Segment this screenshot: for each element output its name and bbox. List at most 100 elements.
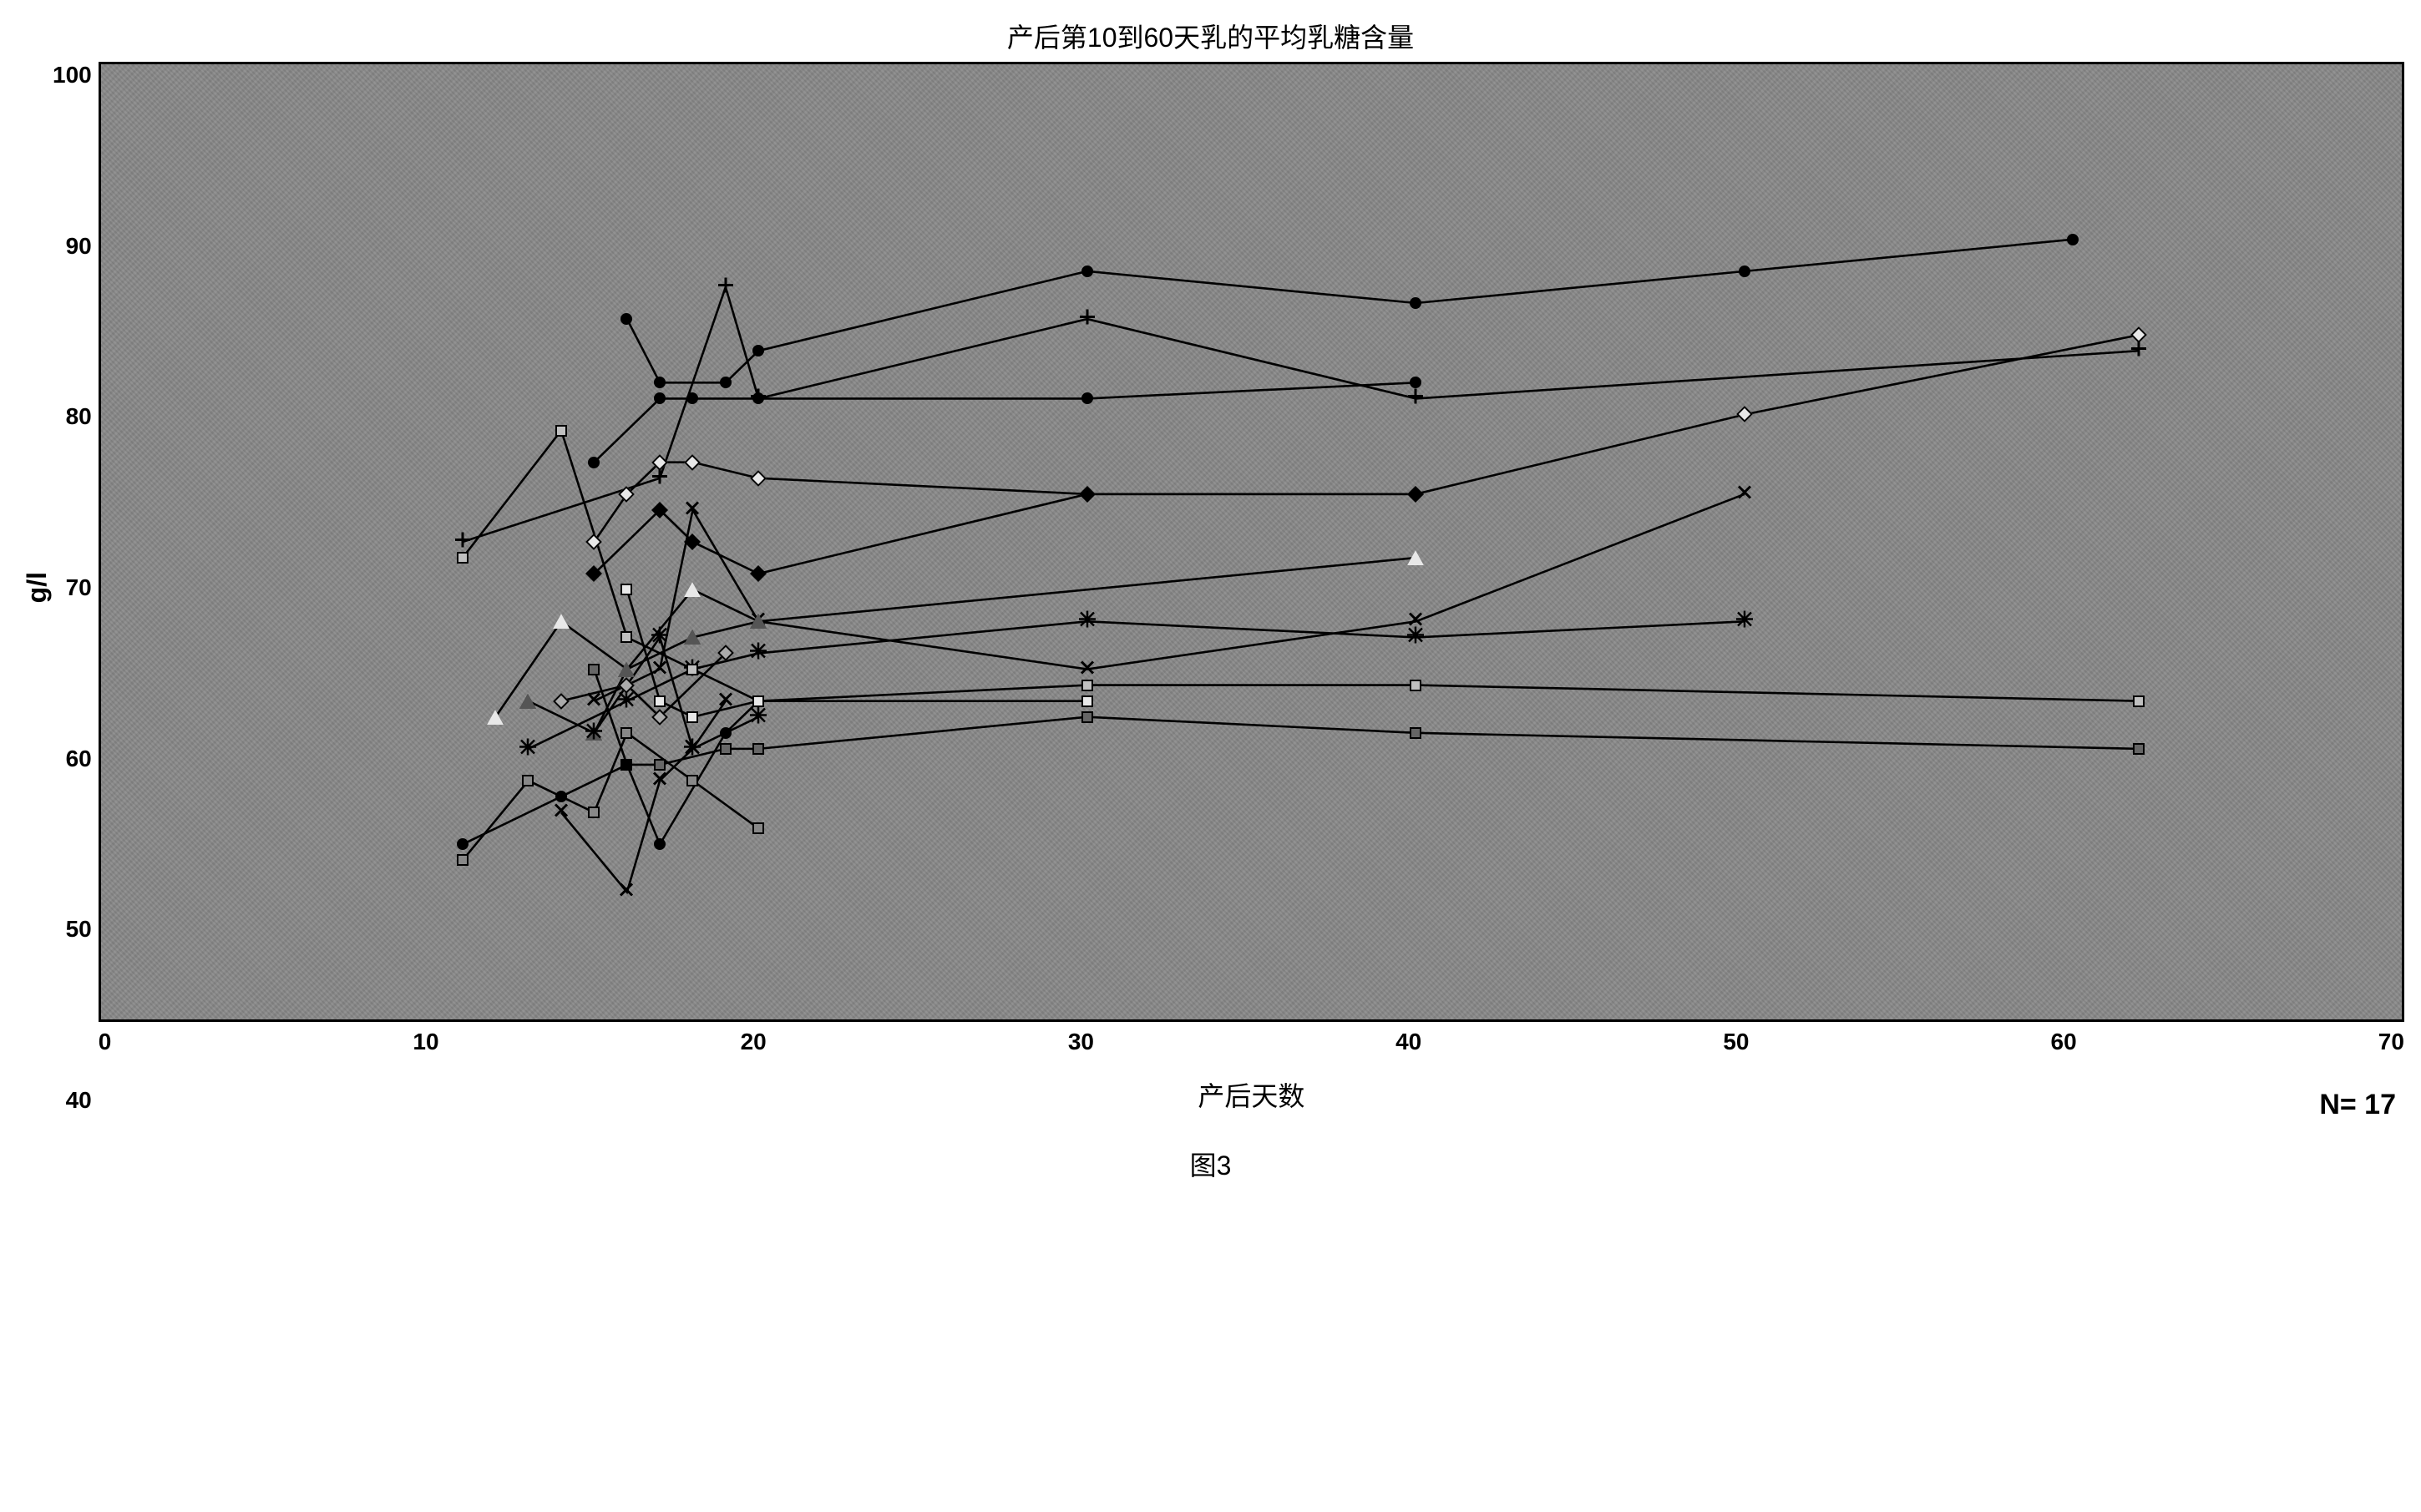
chart-body: g/l 100908070605040 010203040506070 产后天数 <box>17 62 2404 1114</box>
series-marker <box>555 791 567 802</box>
series-marker <box>1080 310 1095 329</box>
series-marker <box>618 690 635 711</box>
series-marker <box>1081 711 1093 723</box>
series-marker <box>752 695 764 707</box>
series-marker <box>1410 297 1421 309</box>
x-tick-label: 70 <box>2378 1029 2404 1055</box>
series-marker <box>620 759 632 771</box>
x-tick-label: 30 <box>1068 1029 1094 1055</box>
series-line <box>463 287 2139 542</box>
series-marker <box>752 345 764 357</box>
series-marker <box>750 614 767 629</box>
series-marker <box>1739 265 1750 277</box>
x-tick-label: 0 <box>99 1029 112 1055</box>
series-marker <box>457 838 468 850</box>
figure-label: 图3 <box>17 1145 2404 1183</box>
x-axis-ticks: 010203040506070 <box>99 1022 2404 1055</box>
series-marker <box>620 631 632 643</box>
y-tick-mark <box>99 1019 101 1022</box>
series-marker <box>1736 611 1753 632</box>
series-marker <box>718 277 733 296</box>
series-marker <box>654 695 666 707</box>
series-marker <box>752 743 764 755</box>
series-marker <box>1081 680 1093 691</box>
chart-container: 产后第10到60天乳的平均乳糖含量 g/l 100908070605040 01… <box>17 17 2404 1183</box>
x-tick-mark <box>2073 1019 2075 1022</box>
series-marker <box>1079 611 1096 632</box>
series-marker <box>618 662 635 677</box>
x-tick-label: 60 <box>2051 1029 2077 1055</box>
x-tick-mark <box>429 1019 432 1022</box>
series-marker <box>620 727 632 739</box>
series-marker <box>519 694 536 709</box>
series-marker <box>553 614 570 629</box>
plot-column: 010203040506070 产后天数 <box>99 62 2404 1114</box>
y-tick-label: 50 <box>66 916 92 943</box>
series-marker <box>2131 341 2146 361</box>
series-marker <box>752 568 764 579</box>
series-marker <box>1081 392 1093 404</box>
series-marker <box>684 630 701 645</box>
series-marker <box>686 392 698 404</box>
series-marker <box>2133 695 2145 707</box>
x-tick-mark <box>1087 1019 1090 1022</box>
series-marker <box>654 504 666 516</box>
series-marker <box>686 775 698 786</box>
series-marker <box>685 500 700 519</box>
y-tick-mark <box>99 382 101 385</box>
x-tick-mark <box>2402 1019 2404 1022</box>
series-marker <box>1081 265 1093 277</box>
series-marker <box>588 536 600 548</box>
series-marker <box>752 473 764 484</box>
series-marker <box>487 710 504 725</box>
series-marker <box>1410 727 1421 739</box>
series-marker <box>555 695 567 707</box>
series-line <box>594 494 1416 574</box>
y-tick-mark <box>99 860 101 862</box>
series-marker <box>686 664 698 675</box>
x-tick-label: 50 <box>1723 1029 1749 1055</box>
x-tick-mark <box>758 1019 761 1022</box>
series-marker <box>1737 484 1752 503</box>
series-marker <box>651 627 668 648</box>
series-marker <box>752 822 764 834</box>
series-marker <box>1081 695 1093 707</box>
x-axis-label: 产后天数 <box>99 1075 2404 1114</box>
y-tick-mark <box>99 542 101 544</box>
series-marker <box>751 389 766 408</box>
series-line <box>594 494 1745 701</box>
series-marker <box>1408 389 1423 408</box>
series-marker <box>720 727 732 739</box>
series-marker <box>519 738 536 759</box>
y-tick-mark <box>99 701 101 704</box>
series-line <box>626 589 1086 717</box>
series-line <box>594 670 2139 765</box>
series-marker <box>457 854 468 866</box>
series-marker <box>620 680 632 691</box>
series-marker <box>455 533 470 552</box>
series-marker <box>654 711 666 723</box>
series-marker <box>588 664 600 675</box>
series-marker <box>718 691 733 710</box>
y-tick-label: 60 <box>66 746 92 772</box>
series-marker <box>2133 743 2145 755</box>
series-marker <box>1410 488 1421 500</box>
series-marker <box>654 838 666 850</box>
series-marker <box>686 711 698 723</box>
x-tick-mark <box>101 1019 104 1022</box>
y-tick-mark <box>99 224 101 226</box>
series-marker <box>684 738 701 759</box>
series-marker <box>522 775 534 786</box>
series-marker <box>686 536 698 548</box>
series-marker <box>620 313 632 325</box>
series-line <box>626 240 2073 383</box>
y-tick-label: 90 <box>66 233 92 260</box>
series-marker <box>1739 408 1750 420</box>
x-tick-mark <box>1416 1019 1418 1022</box>
series-marker <box>652 771 667 791</box>
series-marker <box>1080 660 1095 679</box>
series-marker <box>654 377 666 388</box>
y-tick-mark <box>99 64 101 67</box>
series-marker <box>555 425 567 437</box>
series-marker <box>1410 680 1421 691</box>
